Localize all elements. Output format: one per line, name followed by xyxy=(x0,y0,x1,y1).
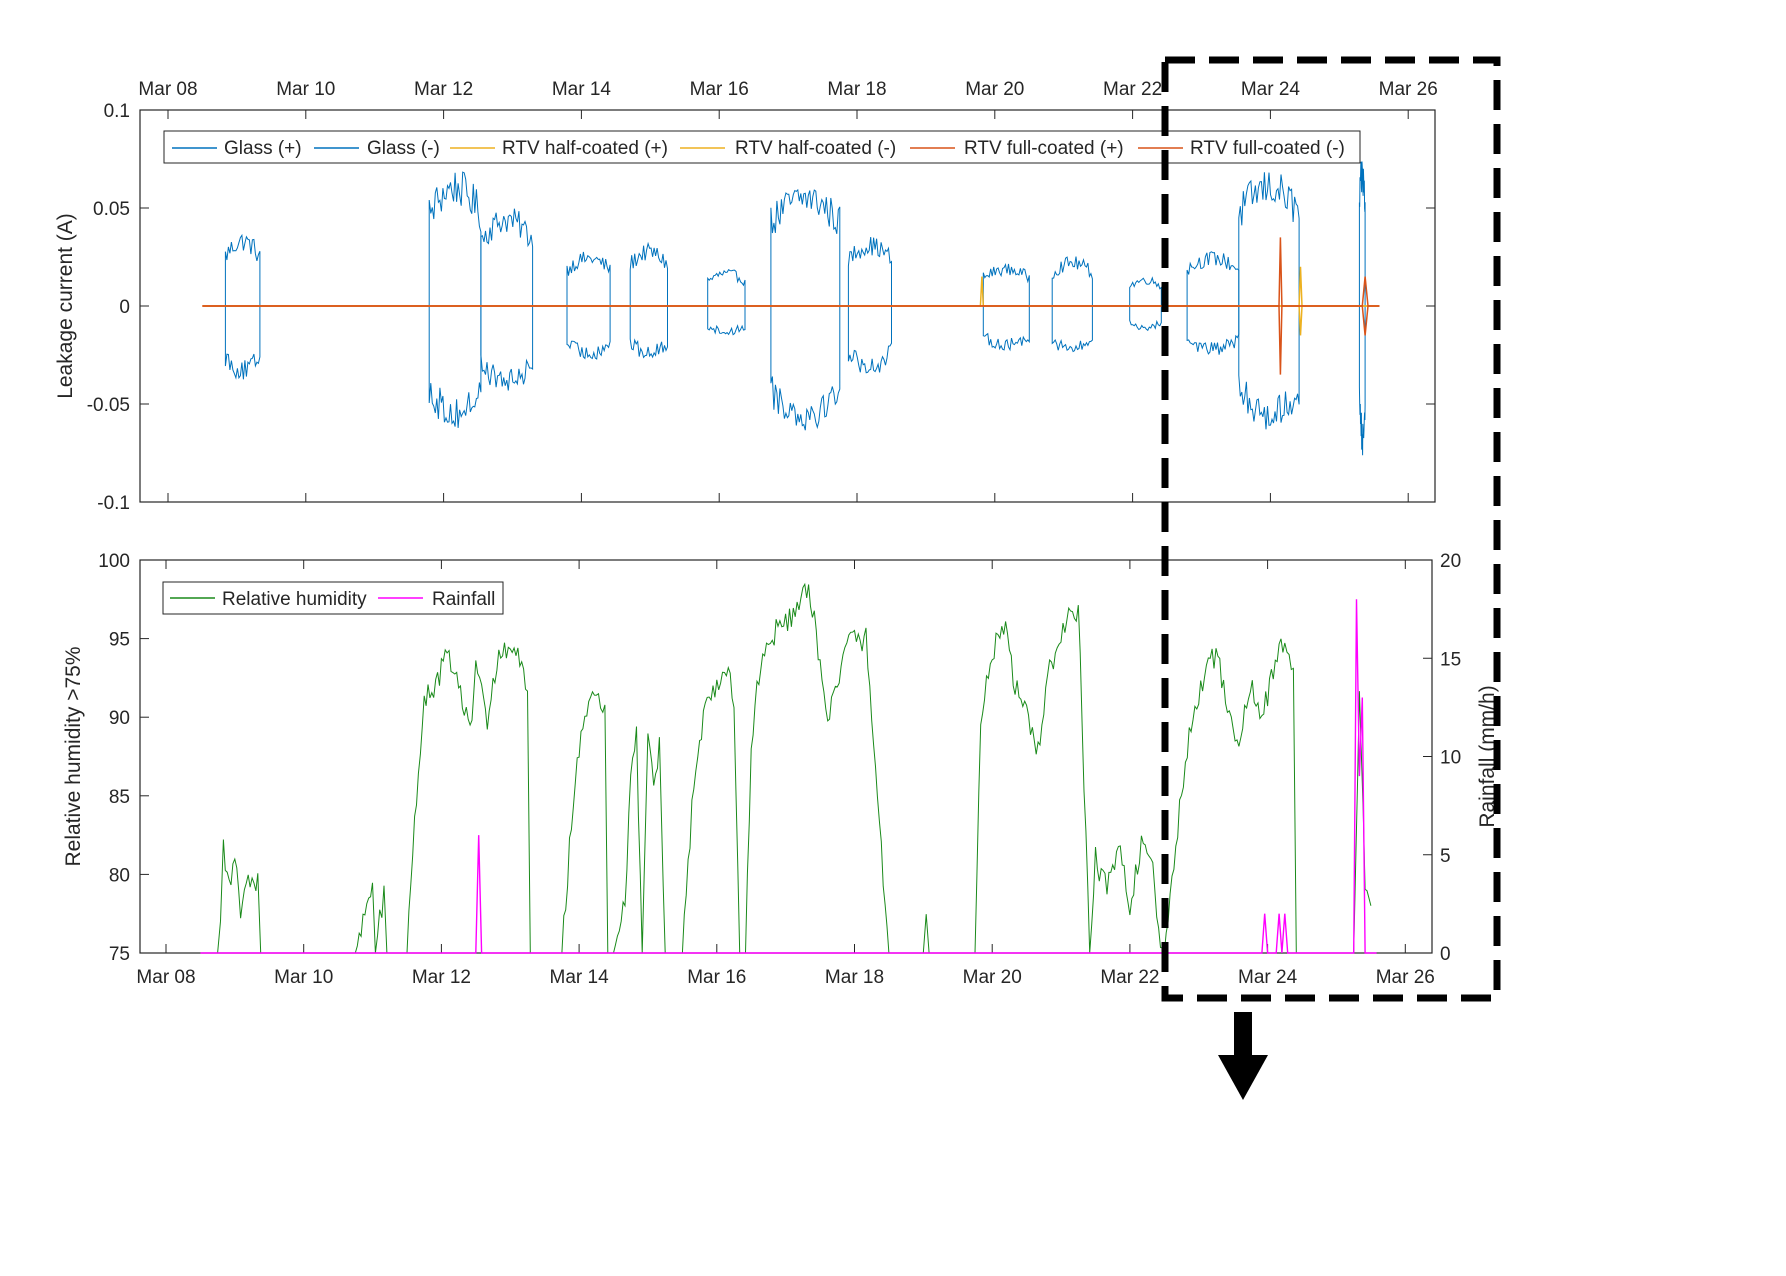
legend-label: RTV half-coated (-) xyxy=(735,138,896,159)
relative-humidity-line xyxy=(200,582,1372,954)
glass-positive-segment xyxy=(1186,251,1240,306)
glass-negative-segment xyxy=(566,306,611,360)
y-tick-label: 85 xyxy=(109,787,130,808)
y-right-tick-label: 0 xyxy=(1440,944,1451,965)
humidity-rainfall-plot: Mar 08 Mar 10 Mar 12 Mar 14 Mar 16 Mar 18 Mar … xyxy=(62,551,1499,988)
y-tick-label: 0 xyxy=(119,297,130,318)
x-tick-label: Mar 18 xyxy=(827,79,886,100)
glass-positive-segment xyxy=(1238,172,1300,306)
y-axis-label: Leakage current (A) xyxy=(54,213,77,399)
glass-positive-segment xyxy=(982,262,1030,306)
glass-positive-segment xyxy=(480,208,534,306)
legend-box xyxy=(163,130,1361,164)
glass-negative-segment xyxy=(1186,306,1240,355)
series-lines xyxy=(202,161,1380,456)
glass-negative-segment xyxy=(770,306,841,431)
highlight-dashed-box xyxy=(1161,56,1501,1002)
arrow-down-icon xyxy=(1218,1055,1268,1100)
glass-positive-segment xyxy=(428,171,482,306)
glass-negative-segment xyxy=(847,306,892,374)
rtv-half-coated-line xyxy=(202,266,1380,307)
rainfall-line xyxy=(200,599,1377,954)
legend-label: Glass (+) xyxy=(224,138,302,159)
glass-negative-segment xyxy=(428,306,482,428)
glass-positive-segment xyxy=(847,237,892,306)
glass-negative-segment xyxy=(1358,306,1366,456)
y-tick-label: 0.1 xyxy=(104,101,130,122)
y-tick-label: 0.05 xyxy=(93,199,130,220)
x-tick-label: Mar 20 xyxy=(965,79,1024,100)
x-tick-label: Mar 22 xyxy=(1100,967,1159,988)
glass-positive-segment xyxy=(1129,276,1162,306)
x-tick-label: Mar 10 xyxy=(274,967,333,988)
legend-label: RTV full-coated (+) xyxy=(964,138,1124,159)
y-right-tick-label: 10 xyxy=(1440,748,1461,769)
x-tick-label: Mar 14 xyxy=(552,79,612,100)
glass-negative-segment xyxy=(1238,306,1300,430)
x-tick-label: Mar 16 xyxy=(690,79,749,100)
glass-positive-segment xyxy=(1358,161,1366,306)
highlight-overlay xyxy=(1161,56,1501,1100)
glass-positive-segment xyxy=(707,269,746,306)
x-tick-label: Mar 24 xyxy=(1238,967,1298,988)
legend-label: RTV full-coated (-) xyxy=(1190,138,1345,159)
legend-label: Relative humidity xyxy=(222,589,367,610)
glass-positive-segment xyxy=(770,188,841,306)
legend-box xyxy=(162,581,504,615)
y-tick-label: 80 xyxy=(109,865,130,886)
glass-negative-segment xyxy=(707,306,746,336)
arrow-shaft xyxy=(1234,1012,1252,1057)
x-tick-label: Mar 18 xyxy=(825,967,884,988)
glass-negative-segment xyxy=(224,306,261,380)
legend: Relative humidity Rainfall xyxy=(162,581,504,615)
y-tick-label: 95 xyxy=(109,630,130,651)
x-tick-label: Mar 26 xyxy=(1379,79,1438,100)
x-tick-label: Mar 10 xyxy=(276,79,335,100)
glass-positive-segment xyxy=(566,251,611,306)
y-axis-label: Relative humidity >75% xyxy=(62,646,85,866)
legend: Glass (+) Glass (-) RTV half-coated (+) RTV… xyxy=(163,130,1361,164)
x-tick-label: Mar 16 xyxy=(687,967,746,988)
glass-positive-segment xyxy=(224,233,261,306)
legend-label: Rainfall xyxy=(432,589,495,610)
x-tick-label: Mar 12 xyxy=(414,79,473,100)
y-tick-label: 90 xyxy=(109,708,130,729)
y-right-tick-label: 20 xyxy=(1440,551,1461,572)
x-tick-label: Mar 26 xyxy=(1376,967,1435,988)
glass-positive-segment xyxy=(629,241,668,306)
x-tick-label: Mar 12 xyxy=(412,967,471,988)
y-tick-label: 75 xyxy=(109,944,130,965)
x-tick-label: Mar 14 xyxy=(550,967,610,988)
y-tick-label: -0.1 xyxy=(97,493,130,514)
glass-negative-segment xyxy=(480,306,534,391)
rtv-full-coated-line xyxy=(202,237,1380,307)
legend-label: RTV half-coated (+) xyxy=(502,138,668,159)
x-tick-label: Mar 08 xyxy=(138,79,197,100)
y-right-tick-label: 5 xyxy=(1440,846,1451,867)
legend-label: Glass (-) xyxy=(367,138,440,159)
glass-negative-segment xyxy=(1129,306,1162,332)
glass-negative-segment xyxy=(982,306,1030,352)
x-tick-label: Mar 22 xyxy=(1103,79,1162,100)
y-right-tick-label: 15 xyxy=(1440,649,1461,670)
rtv-half-coated-line xyxy=(202,305,1380,336)
y-tick-label: -0.05 xyxy=(87,395,130,416)
rtv-full-coated-line xyxy=(202,305,1380,375)
x-tick-label: Mar 24 xyxy=(1241,79,1301,100)
leakage-current-plot: Mar 08 Mar 10 Mar 12 Mar 14 Mar 16 Mar 18 Mar … xyxy=(54,79,1438,514)
glass-negative-segment xyxy=(1051,306,1093,353)
x-tick-label: Mar 20 xyxy=(963,967,1022,988)
glass-positive-segment xyxy=(1051,256,1093,306)
x-tick-label: Mar 08 xyxy=(136,967,195,988)
glass-negative-segment xyxy=(629,306,668,359)
series-lines xyxy=(200,582,1377,954)
y-tick-label: 100 xyxy=(98,551,130,572)
y-right-axis-label: Rainfall (mm/h) xyxy=(1476,685,1499,827)
